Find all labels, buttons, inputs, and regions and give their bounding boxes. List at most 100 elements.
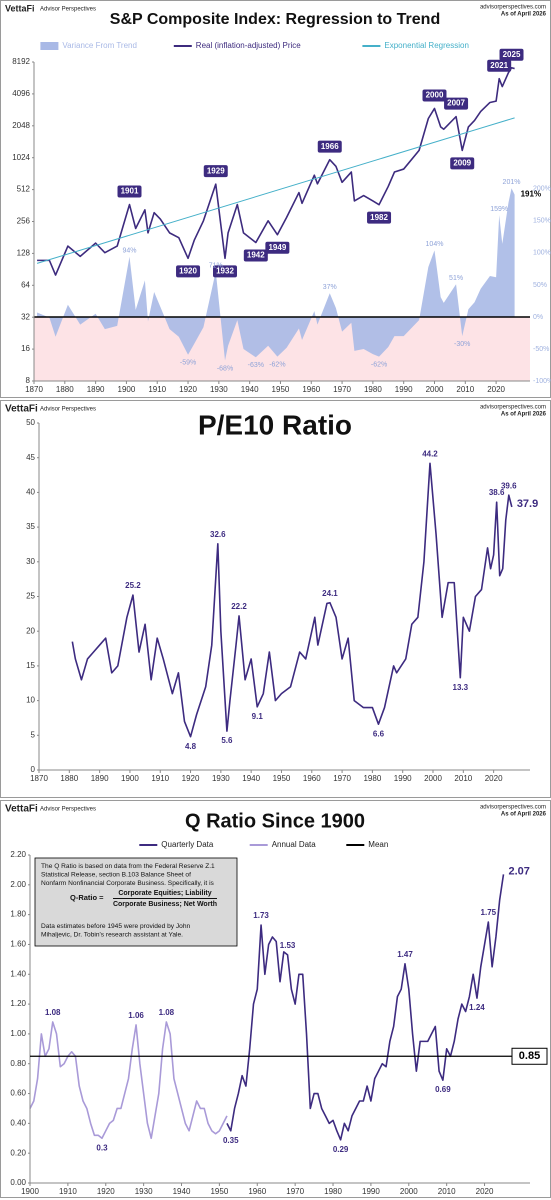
series-line bbox=[29, 1021, 228, 1140]
point-label: 22.2 bbox=[231, 602, 247, 611]
brand-sub: Advisor Perspectives bbox=[40, 807, 96, 813]
year-label: 1901 bbox=[121, 187, 139, 196]
x-tick-label: 2020 bbox=[487, 385, 505, 394]
y-tick-label: 15 bbox=[26, 661, 35, 670]
x-tick-label: 1900 bbox=[21, 1187, 39, 1196]
x-tick-label: 1900 bbox=[118, 385, 136, 394]
point-label: 32.6 bbox=[210, 530, 226, 539]
x-tick-label: 1920 bbox=[179, 385, 197, 394]
x-tick-label: 1970 bbox=[286, 1187, 304, 1196]
y-tick-label: 512 bbox=[17, 185, 31, 194]
point-label: 25.2 bbox=[125, 581, 141, 590]
x-tick-label: 1870 bbox=[25, 385, 43, 394]
note-line: Nonfarm Nonfinancial Corporate Business.… bbox=[41, 880, 215, 887]
panel-border bbox=[0, 400, 551, 798]
chart-title: Q Ratio Since 1900 bbox=[185, 810, 365, 832]
year-label: 1949 bbox=[268, 243, 286, 252]
x-tick-label: 1880 bbox=[60, 774, 78, 783]
x-tick-label: 1960 bbox=[248, 1187, 266, 1196]
y-tick-label: 0.20 bbox=[10, 1148, 26, 1157]
y2-tick-label: -50% bbox=[533, 346, 549, 353]
y-tick-label: 1.60 bbox=[10, 940, 26, 949]
y-tick-label: 32 bbox=[21, 312, 30, 321]
percent-label: -30% bbox=[454, 341, 470, 348]
percent-label: -68% bbox=[217, 365, 233, 372]
point-label: 1.08 bbox=[45, 1008, 61, 1017]
chart-panel: VettaFi Advisor Perspectives advisorperspe… bbox=[0, 800, 551, 1198]
y-tick-label: 45 bbox=[26, 453, 35, 462]
x-tick-label: 2000 bbox=[426, 385, 444, 394]
year-label-box bbox=[176, 265, 201, 278]
year-label-box bbox=[487, 59, 512, 72]
point-label: 38.6 bbox=[489, 488, 505, 497]
percent-label: 104% bbox=[426, 241, 444, 248]
y-tick-label: 2.00 bbox=[10, 880, 26, 889]
year-label: 1982 bbox=[370, 213, 388, 222]
x-tick-label: 2000 bbox=[400, 1187, 418, 1196]
x-tick-label: 1930 bbox=[135, 1187, 153, 1196]
percent-label: -62% bbox=[269, 362, 285, 369]
year-label-box bbox=[367, 211, 392, 224]
x-tick-label: 1910 bbox=[148, 385, 166, 394]
percent-label: 51% bbox=[449, 275, 463, 282]
year-label: 1942 bbox=[247, 251, 265, 260]
year-label-box bbox=[117, 185, 142, 198]
y-tick-label: 128 bbox=[17, 249, 31, 258]
year-label-box bbox=[499, 48, 524, 61]
x-tick-label: 1980 bbox=[363, 774, 381, 783]
year-label: 1932 bbox=[216, 266, 234, 275]
y-tick-label: 0 bbox=[31, 765, 36, 774]
formula-denominator: Corporate Business; Net Worth bbox=[113, 901, 217, 908]
percent-label: 71% bbox=[209, 262, 223, 269]
y-tick-label: 0.80 bbox=[10, 1059, 26, 1068]
x-tick-label: 1950 bbox=[210, 1187, 228, 1196]
x-tick-label: 1950 bbox=[272, 385, 290, 394]
x-tick-label: 1990 bbox=[395, 385, 413, 394]
point-label: 0.3 bbox=[96, 1143, 108, 1152]
point-label: 24.1 bbox=[322, 589, 338, 598]
x-tick-label: 1900 bbox=[121, 774, 139, 783]
x-tick-label: 1910 bbox=[59, 1187, 77, 1196]
year-label-box bbox=[450, 157, 475, 170]
year-label: 1966 bbox=[321, 142, 339, 151]
year-label-box bbox=[444, 97, 469, 110]
percent-label: -62% bbox=[371, 362, 387, 369]
year-label-box bbox=[203, 165, 228, 178]
year-label: 2007 bbox=[447, 99, 465, 108]
note-box bbox=[34, 857, 238, 947]
date: As of April 2026 bbox=[501, 12, 547, 18]
series-line bbox=[71, 462, 513, 738]
point-label: 1.53 bbox=[280, 941, 296, 950]
x-tick-label: 1990 bbox=[362, 1187, 380, 1196]
percent-label: 191% bbox=[521, 190, 541, 199]
y-tick-label: 0.00 bbox=[10, 1178, 26, 1187]
source: advisorperspectives.com bbox=[480, 805, 546, 811]
x-tick-label: 1940 bbox=[242, 774, 260, 783]
x-tick-label: 2020 bbox=[476, 1187, 494, 1196]
x-tick-label: 1890 bbox=[91, 774, 109, 783]
legend-label: Real (inflation-adjusted) Price bbox=[196, 41, 301, 50]
x-tick-label: 1880 bbox=[56, 385, 74, 394]
point-label: 0.35 bbox=[223, 1136, 239, 1145]
x-tick-label: 2010 bbox=[456, 385, 474, 394]
brand-sub: Advisor Perspectives bbox=[40, 407, 96, 413]
y2-tick-label: 0% bbox=[533, 314, 543, 321]
legend-label: Variance From Trend bbox=[62, 41, 137, 50]
y-tick-label: 0.40 bbox=[10, 1118, 26, 1127]
x-tick-label: 1890 bbox=[87, 385, 105, 394]
point-label: 37.9 bbox=[517, 498, 538, 510]
legend-label: Quarterly Data bbox=[161, 840, 214, 849]
y-tick-label: 256 bbox=[17, 217, 31, 226]
x-tick-label: 1930 bbox=[210, 385, 228, 394]
brand: VettaFi bbox=[5, 3, 35, 13]
x-tick-label: 1970 bbox=[333, 774, 351, 783]
y-tick-label: 35 bbox=[26, 522, 35, 531]
note-line: Statistical Release, section B.103 Balan… bbox=[41, 871, 191, 878]
year-label: 2025 bbox=[503, 50, 521, 59]
x-tick-label: 1960 bbox=[303, 774, 321, 783]
source: advisorperspectives.com bbox=[480, 5, 546, 11]
x-tick-label: 1980 bbox=[364, 385, 382, 394]
y-tick-label: 4096 bbox=[12, 89, 30, 98]
year-label: 2000 bbox=[426, 91, 444, 100]
point-label: 2.07 bbox=[508, 865, 529, 877]
